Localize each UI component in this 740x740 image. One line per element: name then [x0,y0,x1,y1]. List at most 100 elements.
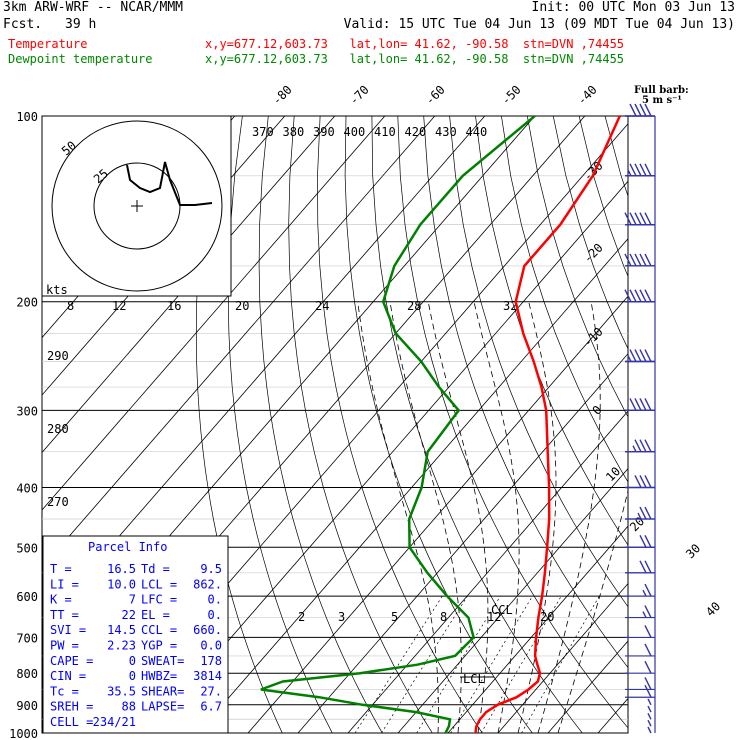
dewpoint-profile [260,116,536,733]
wind-barb [625,475,655,489]
isotherm-label: 20 [627,514,647,534]
parcel-value: 7 [129,593,136,607]
isotherm [497,582,628,733]
parcel-value: 178 [200,654,222,668]
wind-barb [625,660,655,674]
parcel-label: Tc = [50,684,79,698]
parcel-info-panel: Parcel Info T = 16.5 Td = 9.5 LI = 10.0 LCL = 86… [42,535,229,734]
wind-barb [625,643,655,657]
wind-barb [647,698,652,706]
parcel-value: 234/21 [93,715,136,729]
pressure-tick-label: 200 [16,296,38,310]
pressure-tick-label: 100 [16,110,38,124]
dry-adiabat [526,116,628,418]
parcel-label: K = [50,593,72,607]
isotherm-label: -20 [581,241,606,266]
barb-key-unit: 5 m s⁻¹ [642,95,682,106]
wind-barb [625,625,655,639]
mixing-ratio-line [521,595,600,733]
wind-barb [625,560,655,574]
parcel-value: 16.5 [107,562,136,576]
moist-adiabat [357,301,439,733]
pressure-tick-label: 900 [16,699,38,713]
dry-adiabat [735,116,740,733]
parcel-value: 0 [129,669,136,683]
wind-barbs [624,103,656,734]
parcel-value: 0.0 [200,639,222,653]
parcel-label: PW = [50,639,79,653]
mixing-ratio-label: 32 [503,299,517,313]
parcel-label: SWEAT= [141,654,184,668]
parcel-value: 0. [208,593,222,607]
mixing-ratio-low-label: 8 [440,610,447,624]
isotherm-label: -70 [347,83,372,108]
dry-adiabat [423,116,628,669]
parcel-label: Td = [141,562,170,576]
wind-barb [625,349,655,363]
init-time: Init: 00 UTC Mon 03 Jun 13 [531,0,736,15]
theta-label: 420 [405,125,427,139]
hodograph-trace [126,161,213,206]
wind-barb [625,103,655,117]
parcel-value: 862. [193,577,222,591]
parcel-label: SHEAR= [141,684,184,698]
parcel-value: 35.5 [107,684,136,698]
wind-barb [625,684,655,698]
parcel-label: TT = [50,608,79,622]
parcel-value: 10.0 [107,577,136,591]
parcel-value: 9.5 [200,562,222,576]
dewpoint-legend: Dewpoint temperature [8,52,153,66]
wind-barb [625,439,655,453]
dry-adiabat [227,116,333,733]
dry-adiabat [709,116,740,733]
wind-barb [647,719,652,727]
parcel-value: 0 [129,654,136,668]
pressure-tick-label: 800 [16,667,38,681]
parcel-label: CCL = [141,623,177,637]
isotherm-label: -50 [499,83,524,108]
wind-barb [624,253,655,267]
theta-side-label: 280 [47,422,69,436]
isotherm [197,238,628,733]
dry-adiabat [683,116,740,733]
theta-label: 370 [252,125,274,139]
parcel-label: T = [50,562,72,576]
isotherm [297,353,628,733]
isotherm [42,116,486,626]
isotherm [648,116,740,733]
pressure-tick-label: 400 [16,481,38,495]
pressure-tick-label: 600 [16,590,38,604]
temperature-location: x,y=677.12,603.73 lat,lon= 41.62, -90.58… [205,37,625,51]
isotherm [347,410,628,733]
mixing-ratio-line [450,595,533,733]
parcel-value: 2.23 [107,639,136,653]
mixing-ratio-low-label: 3 [338,610,345,624]
wind-barb [624,212,655,226]
theta-side-label: 290 [47,349,69,363]
parcel-panel-frame [42,535,229,734]
model-title: 3km ARW-WRF -- NCAR/MMM [3,0,184,15]
ccl-marker-label: CCL [491,603,513,617]
wind-barb [625,163,655,177]
mixing-ratio-label: 20 [235,299,249,313]
pressure-tick-label: 300 [16,404,38,418]
isotherm-label: -60 [423,83,448,108]
moist-adiabat [473,301,520,733]
theta-label: 400 [344,125,366,139]
mixing-ratio-label: 12 [112,299,126,313]
barb-key-label: Full barb: [634,85,689,96]
pressure-tick-label: 500 [16,541,38,555]
parcel-label: SREH = [50,700,93,714]
parcel-label: LFC = [141,593,177,607]
parcel-label: YGP = [141,639,177,653]
theta-label: 440 [466,125,488,139]
parcel-value: 27. [200,684,222,698]
wind-barb [625,583,655,597]
parcel-value: 660. [193,623,222,637]
fcst-value: 39 h [65,17,97,32]
parcel-label: EL = [141,608,170,622]
isotherm-label: 10 [603,464,623,484]
isotherm [547,640,628,733]
